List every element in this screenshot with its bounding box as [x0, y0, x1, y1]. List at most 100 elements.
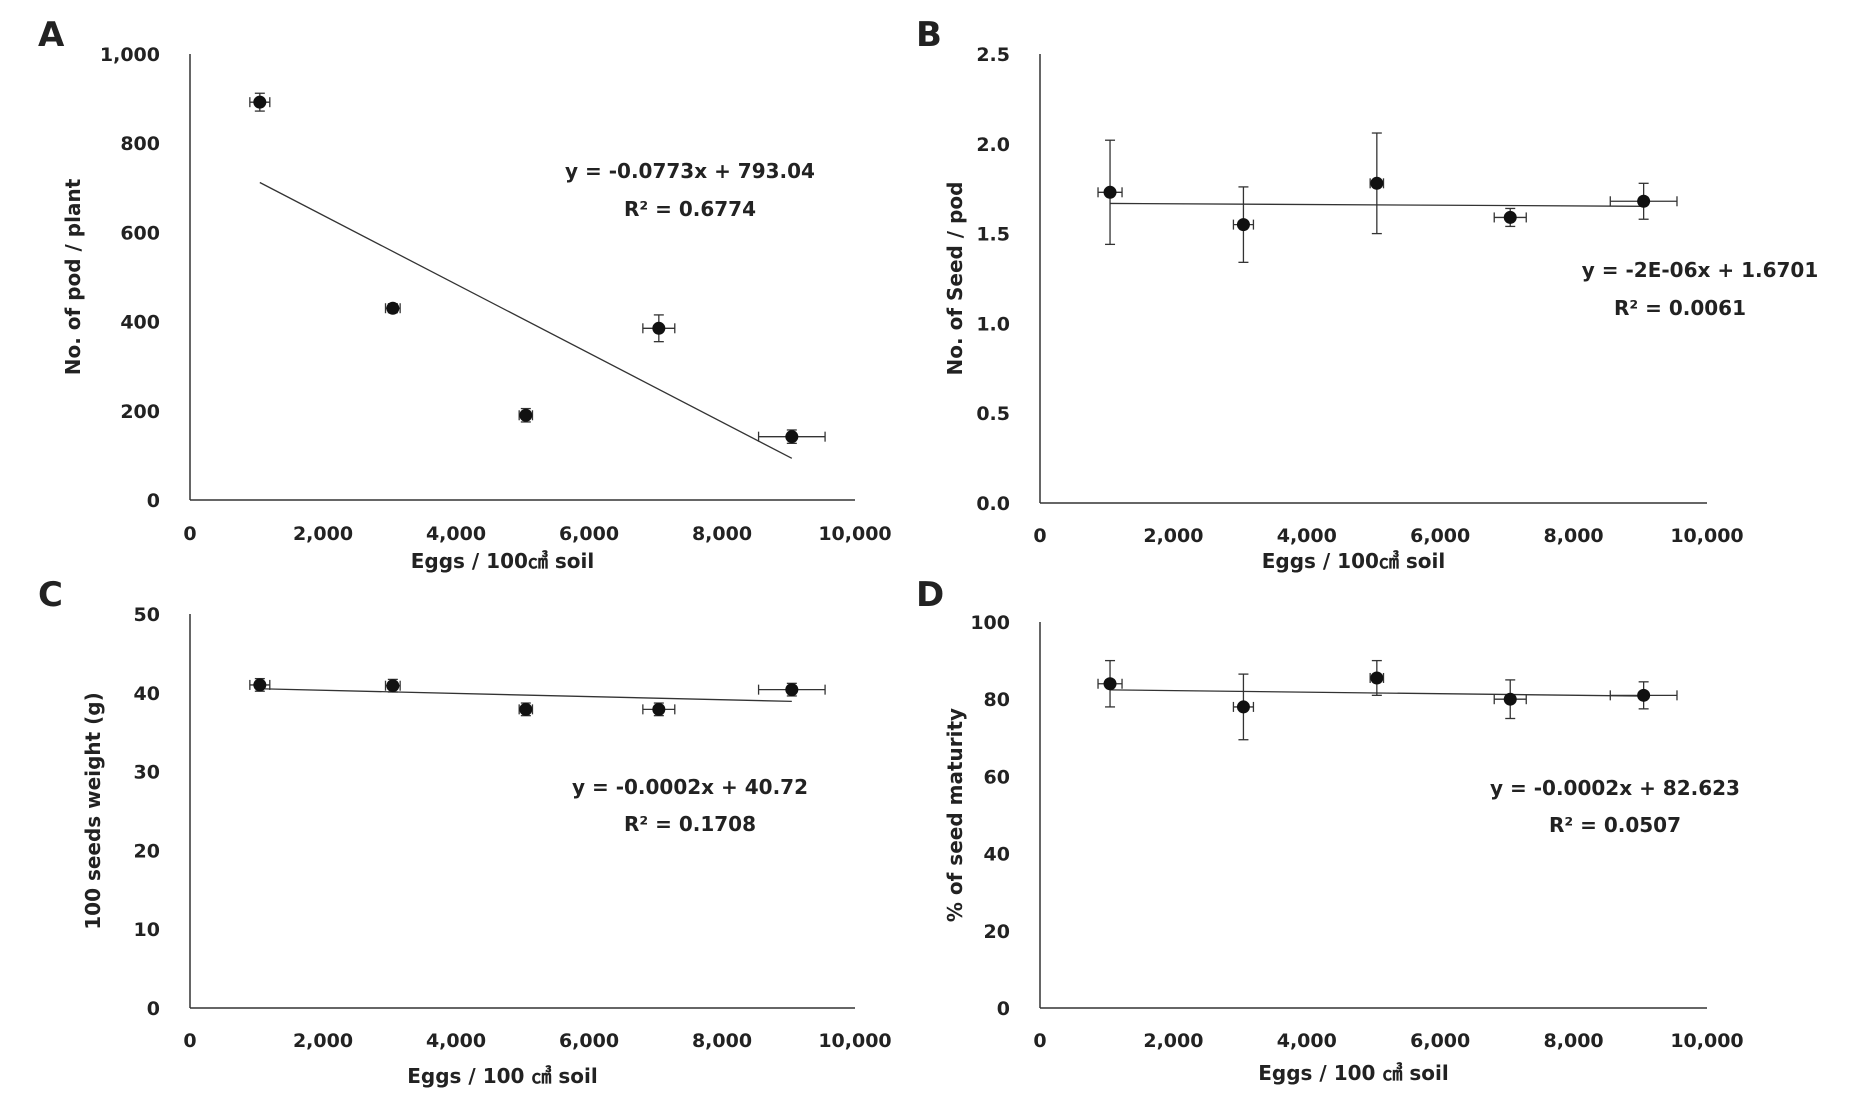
y-tick-label: 40 — [984, 844, 1010, 866]
x-axis-title: Eggs / 100㎤ soil — [411, 549, 595, 573]
trendline-equation: y = -0.0002x + 82.623 — [1490, 776, 1740, 800]
r-squared-label: R² = 0.1708 — [624, 812, 756, 836]
r-squared-label: R² = 0.6774 — [624, 197, 756, 221]
x-tick-label: 0 — [1033, 1030, 1046, 1052]
x-tick-label: 2,000 — [293, 523, 353, 545]
data-point-group — [1097, 139, 1123, 246]
y-tick-label: 30 — [134, 762, 160, 784]
x-tick-label: 4,000 — [426, 523, 486, 545]
x-tick-label: 8,000 — [692, 1030, 752, 1052]
data-point — [652, 702, 666, 716]
x-tick-label: 8,000 — [692, 523, 752, 545]
data-point-group — [642, 702, 676, 717]
data-point — [1503, 210, 1517, 224]
y-axis-title: % of seed maturity — [943, 708, 967, 922]
data-point — [386, 301, 400, 315]
chart-panel-a: A 0 200 400 600 800 1,000 0 2,000 4,000 6,000 8,000… — [38, 15, 892, 573]
data-point-group — [757, 682, 826, 697]
data-point — [1503, 692, 1517, 706]
y-tick-label: 1,000 — [100, 44, 160, 66]
data-point — [1637, 194, 1651, 208]
trendline — [259, 181, 793, 459]
trendline-equation: y = -0.0002x + 40.72 — [572, 775, 808, 799]
data-point-group — [384, 301, 401, 315]
y-tick-label: 0 — [147, 490, 160, 512]
data-point-group — [1369, 132, 1385, 235]
x-tick-label: 6,000 — [559, 523, 619, 545]
x-tick-label: 10,000 — [818, 523, 891, 545]
y-tick-label: 100 — [970, 612, 1010, 634]
y-axis-title: No. of Seed / pod — [943, 182, 967, 376]
x-tick-label: 6,000 — [1410, 525, 1470, 547]
panel-label: D — [916, 575, 944, 615]
chart-panel-c: C 0 10 20 30 40 50 0 2,000 4,000 6,000 8,000 10,000 E… — [38, 575, 892, 1088]
x-tick-label: 0 — [183, 523, 196, 545]
data-point-group — [1493, 207, 1527, 228]
y-tick-label: 200 — [120, 401, 160, 423]
data-point-group — [1097, 659, 1123, 708]
data-point — [1236, 218, 1250, 232]
x-tick-label: 2,000 — [1143, 1030, 1203, 1052]
data-point — [386, 679, 400, 693]
y-tick-label: 1.0 — [976, 313, 1010, 335]
x-tick-label: 10,000 — [1670, 525, 1743, 547]
data-point-group — [1609, 182, 1678, 220]
y-tick-label: 600 — [120, 222, 160, 244]
data-point — [1637, 688, 1651, 702]
x-tick-label: 0 — [183, 1030, 196, 1052]
y-tick-label: 20 — [984, 921, 1010, 943]
x-tick-label: 2,000 — [293, 1030, 353, 1052]
trendline — [259, 688, 792, 703]
data-point — [1370, 671, 1384, 685]
data-point-group — [249, 677, 271, 692]
trendline-equation: y = -0.0773x + 793.04 — [565, 159, 815, 183]
panel-label: C — [38, 575, 63, 615]
y-tick-label: 40 — [134, 683, 160, 705]
data-point — [1236, 700, 1250, 714]
x-tick-label: 4,000 — [426, 1030, 486, 1052]
data-point — [253, 678, 267, 692]
y-tick-label: 20 — [134, 840, 160, 862]
x-axis-title: Eggs / 100 ㎤ soil — [407, 1064, 597, 1088]
y-tick-label: 400 — [120, 312, 160, 334]
y-axis-title: No. of pod / plant — [61, 178, 85, 375]
x-tick-label: 10,000 — [1670, 1030, 1743, 1052]
data-point — [785, 683, 799, 697]
trendline-equation: y = -2E-06x + 1.6701 — [1582, 258, 1819, 282]
data-point — [519, 408, 533, 422]
panel-label: A — [38, 15, 65, 55]
data-point-group — [518, 702, 534, 717]
x-tick-label: 6,000 — [1410, 1030, 1470, 1052]
data-point-group — [642, 314, 676, 343]
data-point — [253, 95, 267, 109]
r-squared-label: R² = 0.0061 — [1614, 296, 1746, 320]
y-tick-label: 10 — [134, 919, 160, 941]
data-point-group — [249, 92, 271, 112]
x-tick-label: 0 — [1033, 525, 1046, 547]
y-tick-label: 0 — [997, 998, 1010, 1020]
x-axis-title: Eggs / 100㎤ soil — [1262, 549, 1446, 573]
data-point-group — [1232, 673, 1255, 741]
x-tick-label: 4,000 — [1277, 525, 1337, 547]
panel-label: B — [916, 15, 942, 55]
x-tick-label: 10,000 — [818, 1030, 891, 1052]
x-tick-label: 6,000 — [559, 1030, 619, 1052]
y-tick-label: 80 — [984, 689, 1010, 711]
y-axis-title: 100 seeds weight (g) — [81, 692, 105, 930]
y-tick-label: 50 — [134, 604, 160, 626]
y-tick-label: 1.5 — [976, 224, 1010, 246]
data-point-group — [518, 407, 534, 423]
data-point — [1103, 677, 1117, 691]
y-tick-label: 0 — [147, 998, 160, 1020]
y-tick-label: 60 — [984, 766, 1010, 788]
y-tick-label: 0.0 — [976, 493, 1010, 515]
y-tick-label: 2.0 — [976, 134, 1010, 156]
data-point — [785, 430, 799, 444]
data-point-group — [757, 429, 826, 445]
y-tick-label: 0.5 — [976, 403, 1010, 425]
data-point — [652, 321, 666, 335]
data-point-group — [1493, 679, 1527, 720]
data-point-group — [1369, 659, 1385, 696]
data-point — [1370, 176, 1384, 190]
